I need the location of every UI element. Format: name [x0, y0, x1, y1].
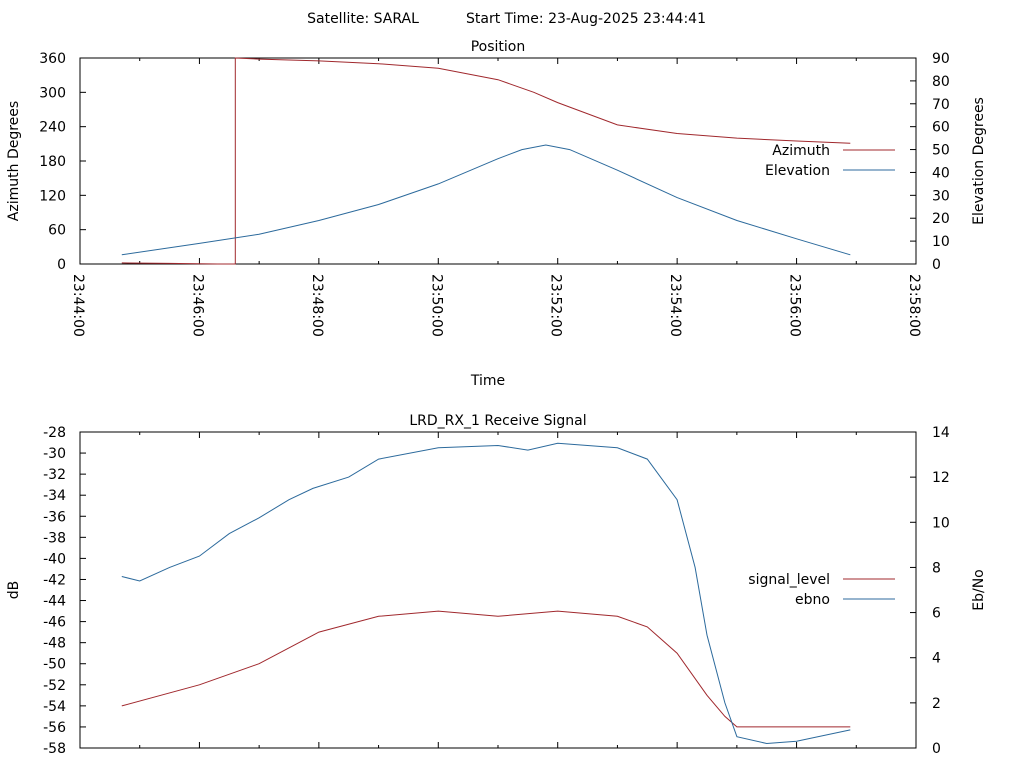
position-y-tick-label: 240: [39, 120, 66, 136]
signal-y-tick-label: -50: [43, 657, 66, 673]
signal-y-tick-label: -32: [43, 467, 66, 483]
position-series-elevation: [121, 144, 851, 256]
position-series-azimuth: [121, 57, 851, 265]
signal-y-tick-label: -44: [43, 594, 66, 610]
signal-y2-tick-label: 2: [932, 696, 941, 712]
position-x-tick-label: 23:56:00: [787, 274, 803, 337]
position-y2-tick-label: 80: [932, 74, 950, 90]
signal-title: LRD_RX_1 Receive Signal: [409, 413, 586, 429]
position-y2-tick-label: 60: [932, 120, 950, 136]
position-x-tick-label: 23:54:00: [667, 274, 683, 337]
position-y2-axis-label: Elevation Degrees: [971, 97, 987, 225]
position-legend-label: Azimuth: [772, 143, 830, 159]
position-y2-tick-label: 20: [932, 211, 950, 227]
signal-y-tick-label: -54: [43, 699, 66, 715]
position-x-tick-label: 23:48:00: [309, 274, 325, 337]
signal-y-tick-label: -42: [43, 572, 66, 588]
signal-y2-tick-label: 0: [932, 741, 941, 757]
position-y-tick-label: 120: [39, 188, 66, 204]
signal-legend-label: ebno: [795, 592, 830, 608]
signal-y-tick-label: -38: [43, 530, 66, 546]
signal-y2-tick-label: 14: [932, 425, 950, 441]
signal-y-tick-label: -30: [43, 446, 66, 462]
signal-y-tick-label: -52: [43, 678, 66, 694]
signal-y-tick-label: -34: [43, 488, 66, 504]
position-y-tick-label: 300: [39, 85, 66, 101]
position-y-tick-label: 0: [57, 257, 66, 273]
position-title: Position: [471, 39, 526, 55]
position-y2-tick-label: 70: [932, 97, 950, 113]
signal-y2-tick-label: 10: [932, 515, 950, 531]
position-y2-tick-label: 0: [932, 257, 941, 273]
signal-y2-tick-label: 4: [932, 651, 941, 667]
position-plot-frame: [79, 57, 917, 265]
receive-signal-chart: LRD_RX_1 Receive Signal -58 -56 -54 -52 -50 -4…: [6, 413, 987, 757]
position-x-tick-label: 23:44:00: [70, 274, 86, 337]
position-x-axis-label: Time: [470, 373, 505, 389]
position-y-tick-label: 360: [39, 51, 66, 67]
signal-y-tick-label: -28: [43, 425, 66, 441]
signal-y2-tick-label: 8: [932, 560, 941, 576]
position-chart: Position 0 60 120 180 240 300 360 0 10 20 30 40 50 60 7…: [6, 39, 987, 389]
signal-y2-tick-label: 12: [932, 470, 950, 486]
position-y-tick-label: 180: [39, 154, 66, 170]
signal-y-tick-label: -46: [43, 615, 66, 631]
signal-series-signal-level: [121, 610, 851, 728]
position-y-tick-label: 60: [48, 223, 66, 239]
signal-series-ebno: [121, 442, 851, 745]
position-y2-tick-label: 30: [932, 188, 950, 204]
position-y-axis-label: Azimuth Degrees: [6, 101, 22, 221]
position-y2-tick-label: 90: [932, 51, 950, 67]
signal-plot-frame: [79, 431, 917, 749]
start-time-label: Start Time: 23-Aug-2025 23:44:41: [466, 11, 706, 27]
position-x-tick-label: 23:50:00: [428, 274, 444, 337]
position-x-tick-label: 23:52:00: [548, 274, 564, 337]
signal-legend-label: signal_level: [748, 572, 830, 588]
signal-y-tick-label: -36: [43, 509, 66, 525]
signal-y-tick-label: -48: [43, 636, 66, 652]
signal-y2-tick-label: 6: [932, 606, 941, 622]
position-x-tick-label: 23:46:00: [189, 274, 205, 337]
signal-y-tick-label: -40: [43, 551, 66, 567]
signal-y-tick-label: -56: [43, 720, 66, 736]
position-y2-tick-label: 50: [932, 143, 950, 159]
satellite-label: Satellite: SARAL: [307, 11, 419, 27]
position-legend-label: Elevation: [765, 163, 830, 179]
position-y2-tick-label: 40: [932, 165, 950, 181]
signal-y2-axis-label: Eb/No: [971, 569, 987, 611]
signal-y-axis-label: dB: [6, 581, 22, 600]
signal-y-tick-label: -58: [43, 741, 66, 757]
position-y2-tick-label: 10: [932, 234, 950, 250]
position-x-tick-label: 23:58:00: [906, 274, 922, 337]
